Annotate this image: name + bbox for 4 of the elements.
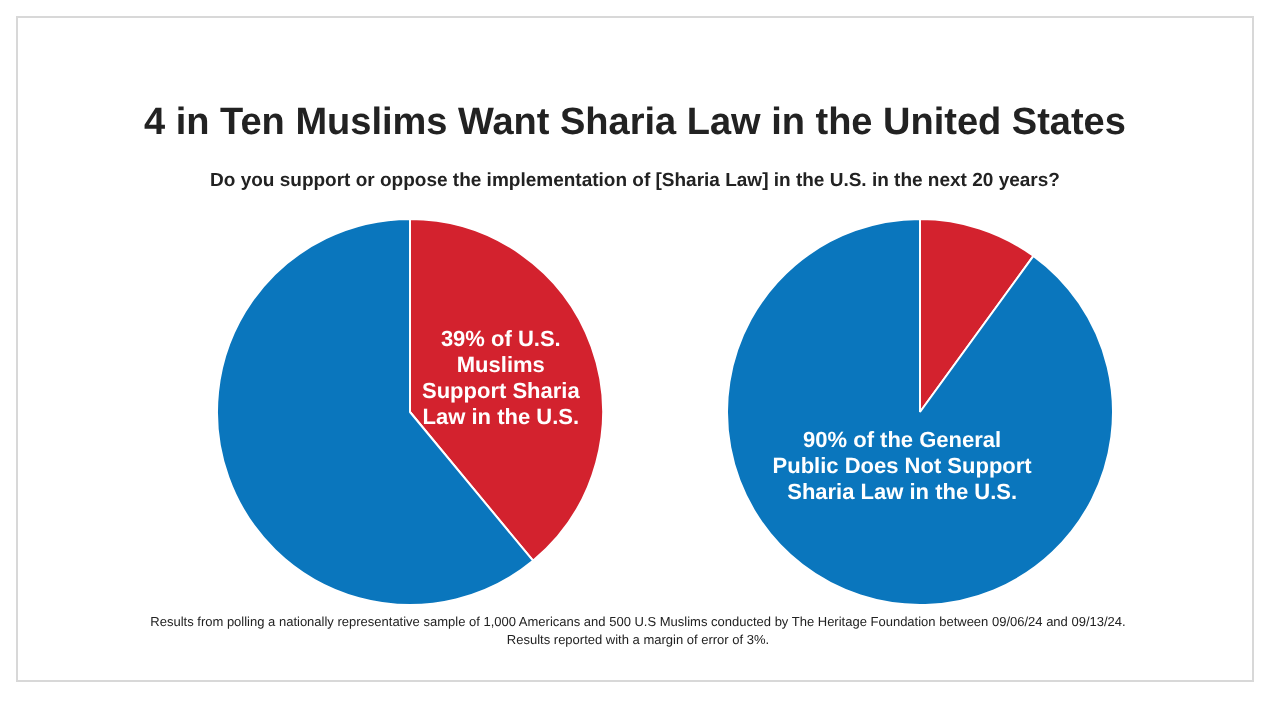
chart-title: 4 in Ten Muslims Want Sharia Law in the United States [142,102,1128,146]
data-label: 90% of the General Public Does Not Support Sharia Law in the U.S. [772,429,1033,506]
chart-subtitle: Do you support or oppose the implementation of [Sharia Law] in the U.S. in the next 20 years? [208,170,1062,192]
data-label: 39% of U.S. Muslims Support Sharia Law in the U.S. [421,328,582,431]
